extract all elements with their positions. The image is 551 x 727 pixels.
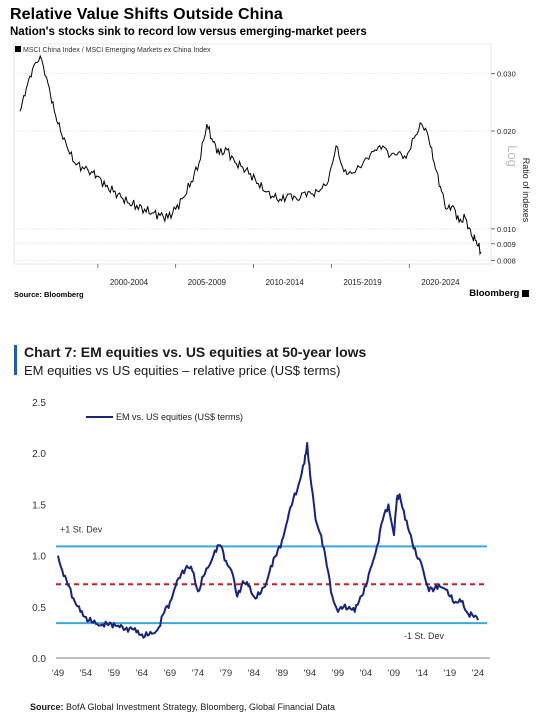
- top-legend-swatch: [15, 46, 21, 52]
- bottom-x-tick-label: '09: [388, 668, 400, 679]
- bloomberg-wordmark: Bloomberg: [469, 288, 520, 299]
- bottom-source-prefix: Source:: [30, 702, 64, 712]
- bottom-legend-label: EM vs. US equities (US$ terms): [116, 412, 243, 422]
- top-series-line: [19, 54, 482, 256]
- bottom-y-tick-label: 0.0: [32, 654, 46, 665]
- bottom-series-line: [57, 442, 479, 639]
- top-plot-frame: [13, 43, 492, 265]
- top-chart-title: Relative Value Shifts Outside China: [10, 6, 283, 23]
- top-chart-svg: MSCI China Index / MSCI Emerging Markets…: [13, 43, 531, 287]
- top-x-tick-label: 2015-2019: [343, 278, 382, 287]
- top-y-tick-label: 0.009: [497, 240, 516, 249]
- bottom-chart-title: Chart 7: EM equities vs. US equities at …: [24, 344, 367, 360]
- top-x-tick-label: 2010-2014: [266, 278, 305, 287]
- top-y-axis-label: Ratio of indexes: [521, 158, 531, 223]
- bloomberg-icon: [522, 290, 529, 297]
- bottom-x-tick-label: '49: [52, 668, 64, 679]
- bottom-x-tick-label: '14: [416, 668, 428, 679]
- bottom-x-tick-label: '84: [248, 668, 260, 679]
- bottom-y-tick-label: 1.5: [32, 500, 46, 511]
- minus-one-stdev-label: -1 St. Dev: [404, 631, 445, 641]
- top-y-tick-label: 0.020: [497, 127, 516, 136]
- top-log-scale-label: Log: [505, 145, 520, 167]
- title-accent-bar: [14, 345, 17, 375]
- bottom-x-tick-label: '69: [164, 668, 176, 679]
- bottom-y-tick-label: 2.0: [32, 449, 46, 460]
- top-x-tick-label: 2000-2004: [110, 278, 149, 287]
- top-source: Source: Bloomberg: [14, 290, 84, 299]
- bottom-x-tick-label: '99: [332, 668, 344, 679]
- top-brand: Bloomberg: [469, 288, 529, 299]
- bottom-chart-svg: 2.5 2.0 1.5 1.0 0.5 0.0 '49 '54 '59 '64 '69 '74 '79…: [32, 398, 490, 679]
- bottom-x-tick-label: '79: [220, 668, 232, 679]
- bottom-y-tick-label: 1.0: [32, 552, 46, 563]
- plus-one-stdev-label: +1 St. Dev: [60, 524, 103, 534]
- bottom-x-tick-label: '89: [276, 668, 288, 679]
- top-y-tick-label: 0.030: [497, 70, 516, 79]
- bottom-x-tick-label: '94: [304, 668, 316, 679]
- top-y-tick-label: 0.010: [497, 225, 516, 234]
- bottom-y-tick-label: 0.5: [32, 603, 46, 614]
- bottom-x-tick-label: '59: [108, 668, 120, 679]
- bottom-source: Source: BofA Global Investment Strategy,…: [30, 702, 335, 712]
- top-chart-subtitle: Nation's stocks sink to record low versu…: [10, 26, 367, 38]
- bottom-x-tick-label: '19: [444, 668, 456, 679]
- bottom-x-tick-label: '04: [360, 668, 372, 679]
- top-legend-label: MSCI China Index / MSCI Emerging Markets…: [23, 47, 211, 54]
- bottom-source-text: BofA Global Investment Strategy, Bloombe…: [66, 702, 336, 712]
- top-y-tick-label: 0.008: [497, 256, 516, 265]
- bottom-chart-subtitle: EM equities vs US equities – relative pr…: [24, 363, 341, 378]
- bottom-x-tick-label: '74: [192, 668, 204, 679]
- bottom-x-tick-label: '54: [80, 668, 92, 679]
- bottom-y-tick-label: 2.5: [32, 398, 46, 409]
- top-x-tick-label: 2020-2024: [421, 278, 460, 287]
- bottom-chart-panel: Chart 7: EM equities vs. US equities at …: [0, 330, 551, 727]
- top-x-tick-label: 2005-2009: [188, 278, 227, 287]
- top-chart-panel: Relative Value Shifts Outside China Nati…: [0, 0, 551, 310]
- bottom-x-tick-label: '64: [136, 668, 148, 679]
- bottom-x-tick-label: '24: [472, 668, 484, 679]
